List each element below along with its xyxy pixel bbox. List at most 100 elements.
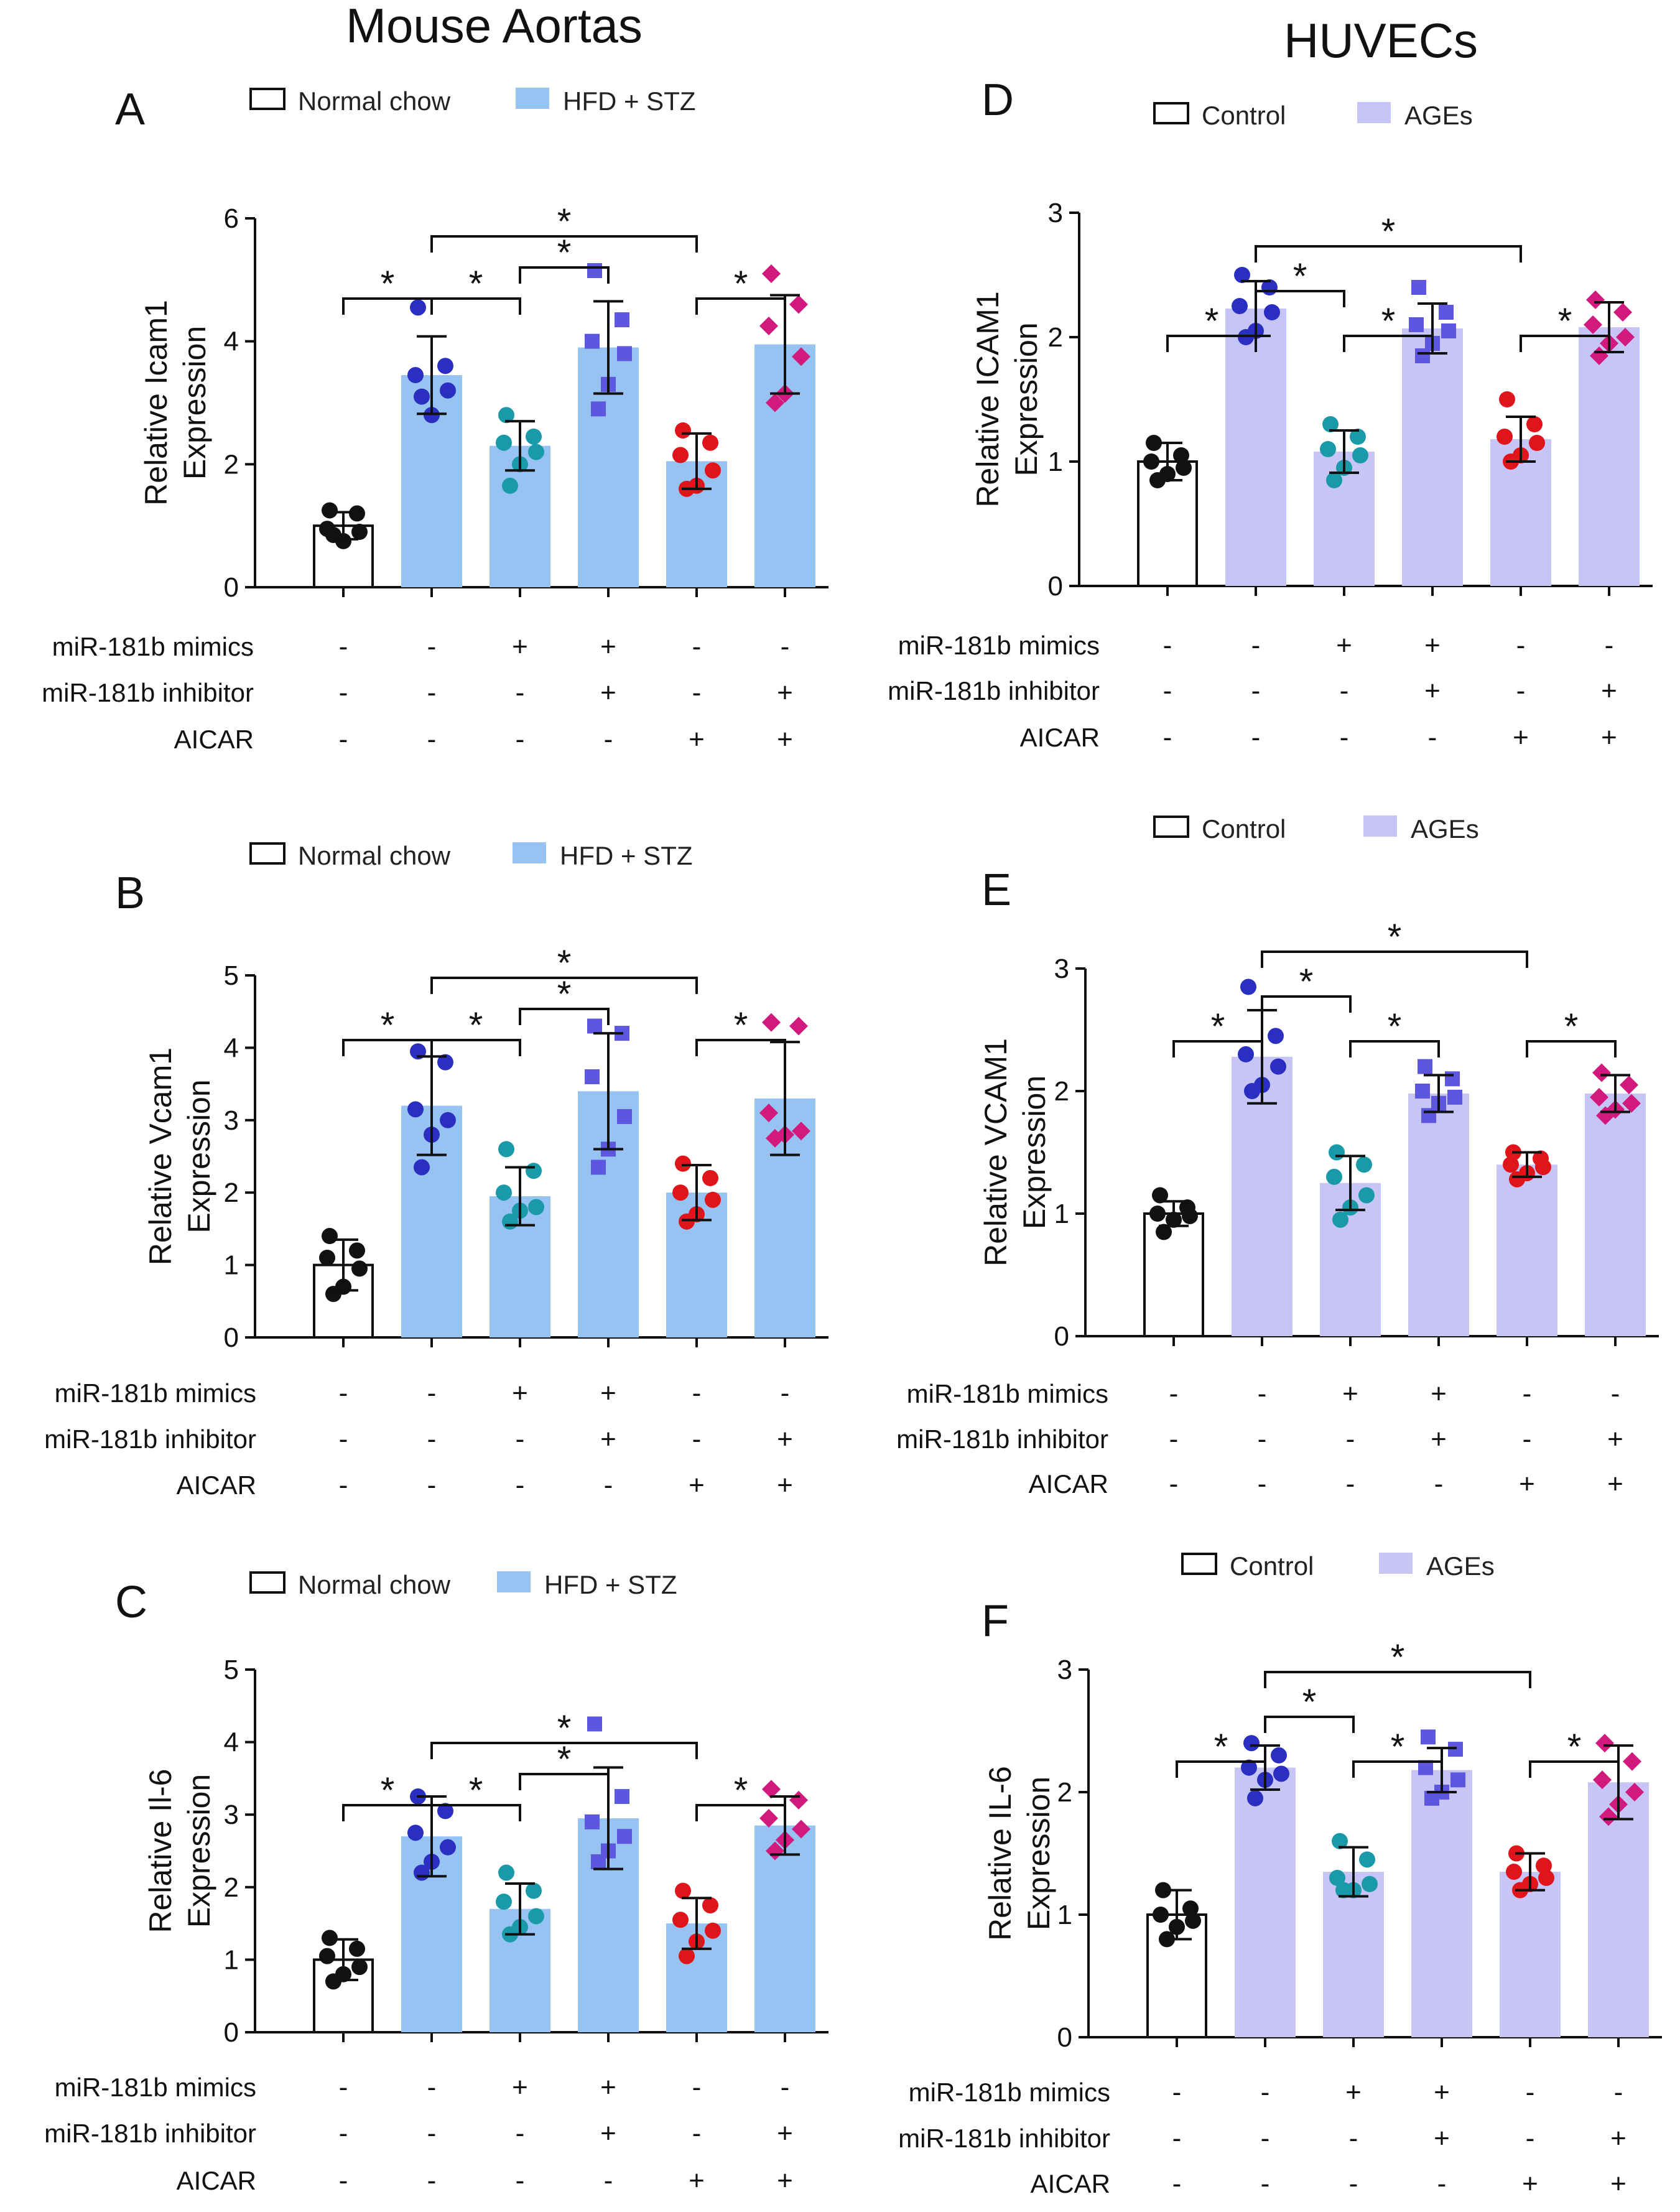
data-point	[705, 462, 721, 479]
data-point	[792, 1819, 810, 1839]
bar	[1143, 1212, 1204, 1337]
data-point	[414, 388, 430, 405]
y-axis-label: Expression	[177, 326, 212, 480]
treatment-sign: +	[1342, 1378, 1358, 1409]
data-point	[1439, 305, 1454, 320]
panel-e: E Control AGEs 0 1 2 3 Relative VCAM1 Expression…	[896, 814, 1659, 1499]
treatment-label: miR-181b mimics	[55, 1378, 256, 1408]
y-tick-label: 0	[224, 1322, 239, 1353]
data-point	[1241, 1759, 1257, 1776]
bar	[1585, 1093, 1646, 1336]
data-point	[675, 1155, 691, 1172]
y-tick-label: 2	[224, 1872, 239, 1903]
data-point	[705, 1191, 721, 1208]
bar	[1497, 1164, 1557, 1336]
treatment-sign: +	[777, 1424, 793, 1454]
data-point	[1595, 1734, 1614, 1753]
significance-bracket	[430, 977, 698, 994]
treatment-sign: -	[339, 2165, 348, 2196]
legend-label-control: Normal chow	[298, 86, 451, 116]
y-tick-label: 2	[1048, 322, 1063, 353]
treatment-sign: +	[512, 2072, 528, 2103]
data-point	[1536, 1857, 1552, 1874]
treatment-sign: -	[339, 1378, 348, 1408]
significance-bracket	[430, 297, 521, 315]
treatment-sign: -	[1434, 1469, 1444, 1499]
treatment-sign: -	[427, 631, 437, 662]
treatment-sign: -	[692, 677, 702, 708]
data-point	[702, 1169, 718, 1186]
treatment-sign: +	[777, 2165, 793, 2196]
data-point	[1506, 1864, 1522, 1880]
data-point	[587, 1716, 602, 1732]
y-tick-label: 1	[1048, 447, 1063, 477]
bar	[1408, 1093, 1469, 1336]
y-tick-label: 2	[1054, 1076, 1069, 1107]
data-point	[1326, 472, 1342, 488]
treatment-sign: -	[427, 724, 437, 755]
y-tick-label: 2	[224, 1178, 239, 1208]
treatment-sign: -	[1526, 2123, 1535, 2154]
data-point	[1335, 1882, 1352, 1898]
treatment-sign: +	[1513, 722, 1529, 753]
legend-label-control: Control	[1230, 1551, 1314, 1581]
treatment-sign: -	[1516, 676, 1526, 706]
legend-label-treatment: HFD + STZ	[560, 841, 693, 870]
treatment-sign: -	[604, 2165, 613, 2196]
significance-bracket	[1264, 1716, 1355, 1733]
data-point	[349, 1940, 365, 1957]
y-axis-label: Relative Vcam1	[143, 1048, 178, 1265]
legend-swatch-treatment	[1357, 102, 1391, 123]
bar	[1235, 1767, 1296, 2037]
y-axis-label: Relative ICAM1	[970, 291, 1005, 507]
treatment-label: miR-181b inhibitor	[888, 676, 1100, 705]
data-point	[351, 524, 368, 541]
y-tick-label: 1	[224, 1945, 239, 1975]
treatment-sign: +	[1431, 1424, 1447, 1454]
data-point	[1270, 1058, 1286, 1075]
data-point	[325, 1973, 341, 1990]
treatment-sign: -	[1340, 722, 1349, 753]
treatment-sign: -	[1349, 2123, 1358, 2154]
data-point	[1332, 1833, 1348, 1849]
treatment-sign: -	[781, 2072, 790, 2103]
treatment-sign: -	[1172, 2123, 1182, 2154]
y-axis-label: Expression	[182, 1079, 216, 1233]
legend: Control AGEs	[1181, 1551, 1495, 1581]
significance-star: *	[1381, 301, 1396, 342]
data-point	[587, 1018, 602, 1034]
data-point	[1625, 1783, 1644, 1801]
treatment-sign: +	[1345, 2077, 1362, 2107]
treatment-sign: -	[339, 1424, 348, 1454]
data-point	[1538, 1869, 1554, 1886]
significance-star: *	[1388, 917, 1402, 957]
treatment-sign: +	[689, 1470, 705, 1500]
data-point	[1176, 460, 1192, 476]
treatment-sign: +	[600, 1424, 616, 1454]
data-point	[1326, 1168, 1342, 1185]
treatment-label: AICAR	[174, 725, 254, 754]
significance-star: *	[381, 1005, 395, 1046]
panel-d: D Control AGEs 0 1 2 3 Relative ICAM1 Expression…	[888, 75, 1653, 753]
y-tick-label: 4	[224, 1033, 239, 1063]
data-point	[1352, 447, 1368, 463]
significance-star: *	[557, 1739, 572, 1780]
treatment-sign: -	[692, 1378, 702, 1408]
panel-letter: E	[982, 865, 1011, 915]
data-point	[325, 526, 341, 543]
significance-bracket	[519, 266, 610, 284]
data-point	[526, 1882, 542, 1899]
treatment-sign: +	[689, 2165, 705, 2196]
data-point	[1332, 1211, 1348, 1228]
data-point	[440, 1112, 456, 1128]
treatment-sign: -	[427, 1470, 437, 1500]
data-point	[351, 1959, 368, 1976]
treatment-sign: -	[781, 631, 790, 662]
significance-star: *	[734, 264, 748, 304]
data-point	[1143, 453, 1159, 470]
y-tick-label: 1	[1054, 1199, 1069, 1229]
data-point	[672, 447, 689, 463]
data-point	[440, 382, 456, 399]
data-point	[585, 1814, 600, 1829]
treatment-sign: -	[604, 724, 613, 755]
